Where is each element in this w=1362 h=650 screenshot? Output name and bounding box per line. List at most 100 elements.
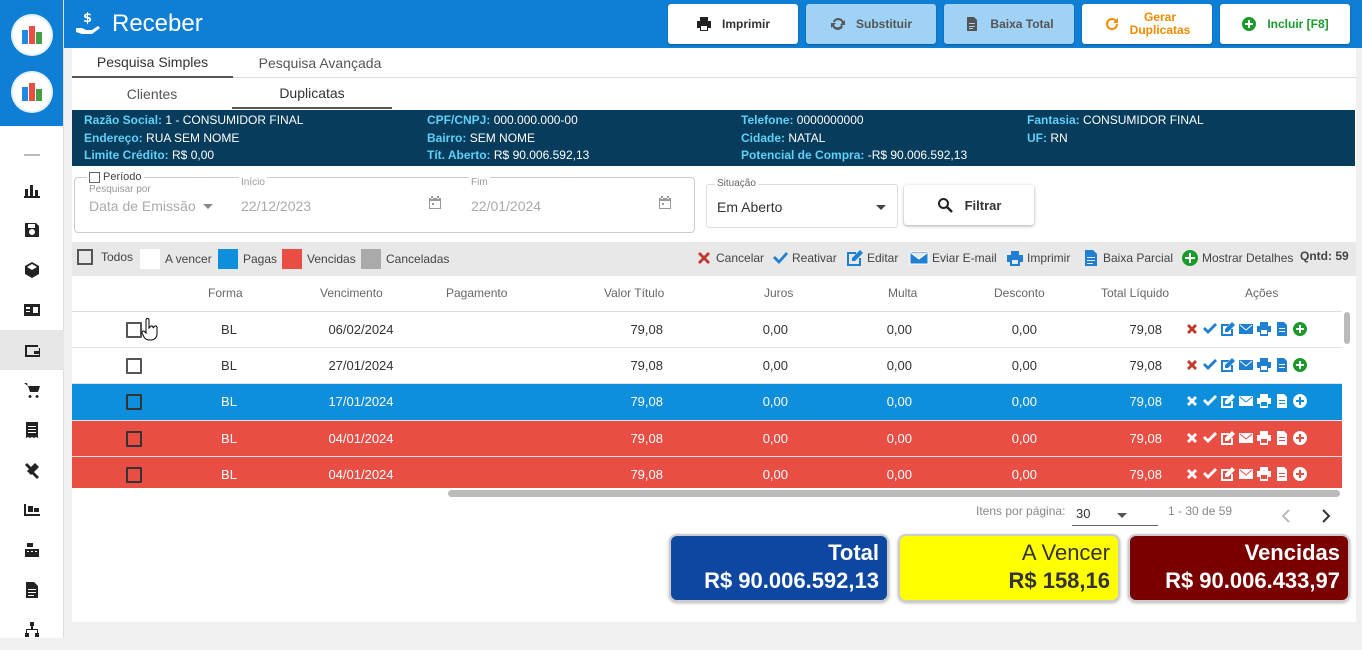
- check-icon[interactable]: [1202, 430, 1218, 446]
- print-action[interactable]: Imprimir: [1006, 249, 1070, 267]
- close-icon[interactable]: [1184, 430, 1200, 446]
- document-icon[interactable]: [1274, 393, 1290, 409]
- close-icon[interactable]: [1184, 357, 1200, 373]
- plus-circle-icon[interactable]: [1292, 357, 1308, 373]
- sidebar-item-clients[interactable]: [0, 290, 64, 330]
- end-date-input[interactable]: 22/01/2024: [471, 198, 542, 214]
- period-toggle[interactable]: Período: [87, 171, 144, 183]
- app-logo-secondary[interactable]: [12, 72, 51, 111]
- plus-circle-icon[interactable]: [1292, 393, 1308, 409]
- check-icon[interactable]: [1202, 393, 1218, 409]
- filter-all[interactable]: Todos: [77, 249, 133, 265]
- row-checkbox[interactable]: [126, 358, 142, 374]
- col-pagamento[interactable]: Pagamento: [446, 286, 508, 300]
- edit-icon[interactable]: [1220, 321, 1236, 337]
- printer-icon[interactable]: [1256, 321, 1272, 337]
- plus-circle-icon[interactable]: [1292, 466, 1308, 482]
- check-icon[interactable]: [1202, 321, 1218, 337]
- mail-icon[interactable]: [1238, 393, 1254, 409]
- start-date-input[interactable]: 22/12/2023: [241, 198, 312, 214]
- vertical-scrollbar[interactable]: [1344, 312, 1350, 344]
- sidebar-item-save[interactable]: [0, 210, 64, 250]
- sidebar-item-logistics[interactable]: [0, 490, 64, 530]
- col-vencimento[interactable]: Vencimento: [320, 286, 383, 300]
- printer-icon[interactable]: [1256, 393, 1272, 409]
- tab-advanced-search[interactable]: Pesquisa Avançada: [258, 55, 382, 71]
- table-row[interactable]: BL 06/02/2024 79,08 0,00 0,00 0,00 79,08: [72, 312, 1342, 348]
- print-button[interactable]: Imprimir: [668, 4, 798, 44]
- document-icon[interactable]: [1274, 430, 1290, 446]
- col-desconto[interactable]: Desconto: [994, 286, 1045, 300]
- table-row[interactable]: BL 27/01/2024 79,08 0,00 0,00 0,00 79,08: [72, 348, 1342, 384]
- partial-payoff-action[interactable]: Baixa Parcial: [1082, 249, 1173, 267]
- printer-icon[interactable]: [1256, 466, 1272, 482]
- close-icon[interactable]: [1184, 466, 1200, 482]
- horizontal-scrollbar[interactable]: [448, 490, 1340, 497]
- mail-icon[interactable]: [1238, 430, 1254, 446]
- sidebar-item-products[interactable]: [0, 250, 64, 290]
- search-by-select[interactable]: Data de Emissão: [89, 198, 196, 214]
- document-icon[interactable]: [1274, 321, 1290, 337]
- chevron-down-icon[interactable]: [202, 203, 214, 211]
- mail-icon[interactable]: [1238, 466, 1254, 482]
- status-select[interactable]: Situação Em Aberto: [706, 178, 898, 228]
- row-checkbox[interactable]: [126, 394, 142, 410]
- edit-icon[interactable]: [1220, 393, 1236, 409]
- items-per-page-select[interactable]: 30: [1072, 500, 1158, 526]
- sidebar-item-tools[interactable]: [0, 450, 64, 490]
- edit-icon[interactable]: [1220, 466, 1236, 482]
- row-checkbox[interactable]: [126, 322, 142, 338]
- chevron-left-icon[interactable]: [1280, 508, 1292, 524]
- plus-circle-icon[interactable]: [1292, 430, 1308, 446]
- reactivate-action[interactable]: Reativar: [771, 249, 837, 267]
- sidebar-item-finance[interactable]: [0, 330, 64, 370]
- tab-clients[interactable]: Clientes: [126, 86, 178, 102]
- col-juros[interactable]: Juros: [764, 286, 794, 300]
- edit-action[interactable]: Editar: [846, 249, 898, 267]
- sidebar-item-reports[interactable]: [0, 170, 64, 210]
- sidebar-item-pdv[interactable]: [0, 530, 64, 570]
- sidebar-item-receipts[interactable]: [0, 410, 64, 450]
- generate-duplicates-button[interactable]: Gerar Duplicatas: [1082, 4, 1212, 44]
- mail-icon[interactable]: [1238, 357, 1254, 373]
- show-details-action[interactable]: Mostrar Detalhes: [1181, 249, 1293, 267]
- printer-icon[interactable]: [1256, 357, 1272, 373]
- app-logo[interactable]: [12, 15, 51, 54]
- mail-icon[interactable]: [1238, 321, 1254, 337]
- filter-button[interactable]: Filtrar: [904, 185, 1034, 225]
- filter-vencidas[interactable]: Vencidas: [282, 249, 356, 269]
- close-icon[interactable]: [1184, 393, 1200, 409]
- edit-icon[interactable]: [1220, 357, 1236, 373]
- chevron-right-icon[interactable]: [1320, 508, 1332, 524]
- table-row[interactable]: BL 04/01/2024 79,08 0,00 0,00 0,00 79,08: [72, 421, 1342, 457]
- col-multa[interactable]: Multa: [888, 286, 918, 300]
- add-button[interactable]: Incluir [F8]: [1220, 4, 1350, 44]
- plus-circle-icon[interactable]: [1292, 321, 1308, 337]
- close-icon[interactable]: [1184, 321, 1200, 337]
- period-checkbox[interactable]: [89, 171, 100, 183]
- edit-icon[interactable]: [1220, 430, 1236, 446]
- printer-icon[interactable]: [1256, 430, 1272, 446]
- table-row[interactable]: BL 17/01/2024 79,08 0,00 0,00 0,00 79,08: [72, 384, 1342, 421]
- check-icon[interactable]: [1202, 466, 1218, 482]
- sidebar-item-network[interactable]: [0, 610, 64, 650]
- document-icon[interactable]: [1274, 466, 1290, 482]
- filter-a-vencer[interactable]: A vencer: [140, 249, 212, 269]
- sidebar-item-documents[interactable]: [0, 570, 64, 610]
- email-action[interactable]: Eviar E-mail: [909, 249, 997, 267]
- row-checkbox[interactable]: [126, 467, 142, 483]
- sidebar-item-sales[interactable]: [0, 370, 64, 410]
- cancel-action[interactable]: Cancelar: [695, 249, 764, 267]
- filter-canceladas[interactable]: Canceladas: [361, 249, 449, 269]
- tab-simple-search[interactable]: Pesquisa Simples: [72, 48, 233, 78]
- replace-button[interactable]: Substituir: [806, 4, 936, 44]
- col-total-liquido[interactable]: Total Líquido: [1101, 286, 1170, 300]
- calendar-icon[interactable]: [657, 195, 673, 211]
- all-checkbox[interactable]: [77, 249, 93, 265]
- filter-pagas[interactable]: Pagas: [218, 249, 277, 269]
- row-checkbox[interactable]: [126, 431, 142, 447]
- col-valor-titulo[interactable]: Valor Título: [604, 286, 665, 300]
- table-row[interactable]: BL 04/01/2024 79,08 0,00 0,00 0,00 79,08: [72, 457, 1342, 488]
- calendar-icon[interactable]: [427, 195, 443, 211]
- document-icon[interactable]: [1274, 357, 1290, 373]
